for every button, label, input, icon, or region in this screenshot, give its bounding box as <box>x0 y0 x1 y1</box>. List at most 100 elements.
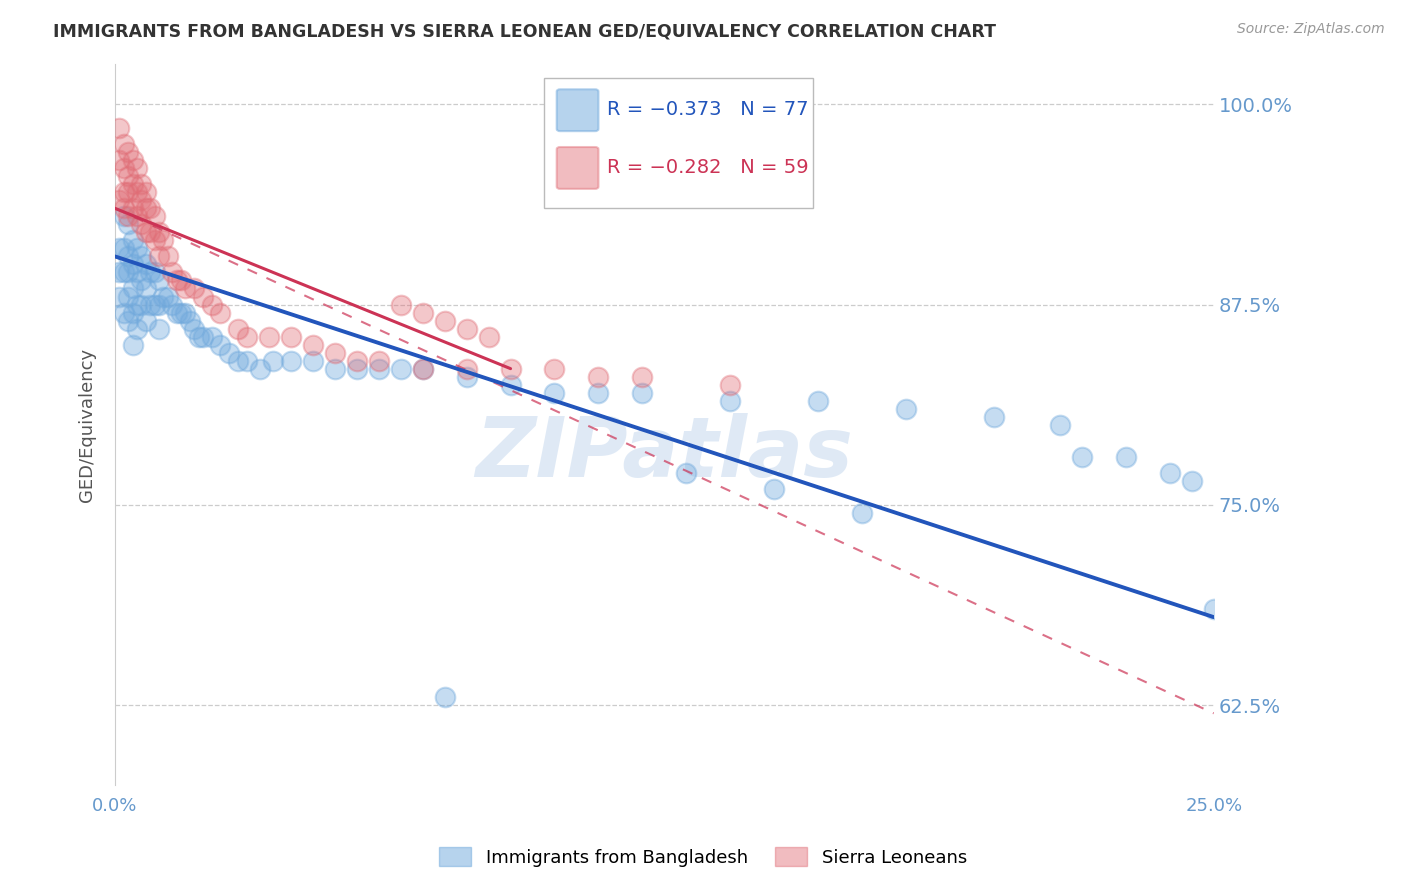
Point <box>226 353 249 368</box>
Point <box>121 202 143 216</box>
Point <box>301 353 323 368</box>
Point <box>117 169 139 184</box>
Legend: Immigrants from Bangladesh, Sierra Leoneans: Immigrants from Bangladesh, Sierra Leone… <box>432 840 974 874</box>
Point <box>456 321 478 335</box>
Point <box>201 297 224 311</box>
Text: R = −0.373   N = 77: R = −0.373 N = 77 <box>607 100 808 119</box>
Point <box>236 353 259 368</box>
Point <box>166 305 188 319</box>
Point <box>983 409 1005 424</box>
Point <box>631 369 654 384</box>
Point <box>433 690 456 705</box>
Point <box>112 202 135 216</box>
Point <box>174 281 197 295</box>
Point <box>131 297 153 311</box>
Point <box>499 377 522 392</box>
Point <box>135 186 157 200</box>
Point <box>191 329 214 343</box>
Point <box>143 234 166 248</box>
Point <box>121 281 143 295</box>
Point <box>148 297 170 311</box>
Text: Source: ZipAtlas.com: Source: ZipAtlas.com <box>1237 22 1385 37</box>
Point <box>112 210 135 224</box>
Point <box>108 289 131 303</box>
Point <box>187 329 209 343</box>
Point <box>125 161 148 176</box>
Point <box>588 369 610 384</box>
Point <box>143 210 166 224</box>
Point <box>346 361 368 376</box>
Point <box>389 297 412 311</box>
Point <box>170 305 193 319</box>
Point <box>170 273 193 287</box>
Point <box>117 145 139 160</box>
Point <box>131 178 153 192</box>
Point <box>156 249 179 263</box>
Point <box>125 265 148 279</box>
Point <box>718 393 741 408</box>
Point <box>121 305 143 319</box>
Point <box>148 249 170 263</box>
Point <box>201 329 224 343</box>
Point <box>323 345 346 359</box>
Point <box>156 289 179 303</box>
Point <box>148 226 170 240</box>
Point <box>257 329 280 343</box>
Point <box>183 321 205 335</box>
Point <box>1049 417 1071 432</box>
Point <box>112 137 135 152</box>
Point <box>108 265 131 279</box>
Point <box>280 329 302 343</box>
Point <box>117 289 139 303</box>
Point <box>183 281 205 295</box>
Point <box>108 194 131 208</box>
Point <box>112 161 135 176</box>
Point <box>160 297 183 311</box>
Point <box>125 241 148 255</box>
Point <box>121 234 143 248</box>
Point <box>131 194 153 208</box>
Point <box>117 265 139 279</box>
Point <box>108 153 131 168</box>
Point <box>131 273 153 287</box>
Y-axis label: GED/Equivalency: GED/Equivalency <box>79 348 96 502</box>
Point <box>543 385 565 400</box>
Point <box>763 482 786 496</box>
Point <box>209 305 232 319</box>
Point <box>191 289 214 303</box>
FancyBboxPatch shape <box>557 89 599 131</box>
Point <box>125 210 148 224</box>
Point <box>117 186 139 200</box>
Point <box>894 401 917 416</box>
Point <box>1070 450 1092 464</box>
Point <box>143 265 166 279</box>
Point <box>112 305 135 319</box>
Point <box>718 377 741 392</box>
Point <box>121 337 143 351</box>
Point <box>135 226 157 240</box>
Point <box>135 313 157 327</box>
Point <box>135 281 157 295</box>
Point <box>131 218 153 232</box>
Point <box>108 241 131 255</box>
Point <box>125 321 148 335</box>
Point <box>631 385 654 400</box>
Point <box>166 273 188 287</box>
FancyBboxPatch shape <box>544 78 813 209</box>
Point <box>112 186 135 200</box>
Point <box>135 257 157 271</box>
Point <box>1159 466 1181 480</box>
Point <box>148 321 170 335</box>
Point <box>851 506 873 520</box>
Point <box>1202 602 1225 616</box>
Point <box>249 361 271 376</box>
Point <box>412 305 434 319</box>
Point <box>121 257 143 271</box>
Point <box>236 329 259 343</box>
Point <box>1181 474 1204 488</box>
Point <box>148 273 170 287</box>
Point <box>152 234 174 248</box>
Point <box>174 305 197 319</box>
Point <box>1115 450 1137 464</box>
Point <box>456 361 478 376</box>
